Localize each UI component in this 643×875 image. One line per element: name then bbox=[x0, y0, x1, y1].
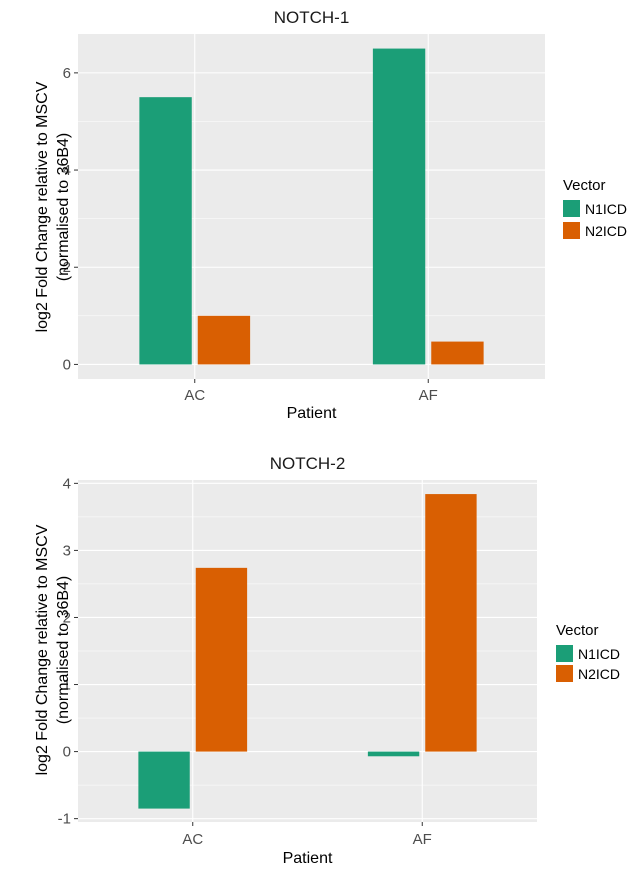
y-axis-title: log2 Fold Change relative to MSCV bbox=[34, 81, 51, 332]
x-axis-title: Patient bbox=[287, 405, 337, 422]
y-axis-subtitle: (normalised to 36B4) bbox=[55, 576, 72, 725]
bar-n1icd-af bbox=[372, 48, 426, 365]
legend-label-n2icd: N2ICD bbox=[585, 223, 627, 239]
bar-n2icd-af bbox=[425, 494, 477, 752]
y-tick-label: 3 bbox=[63, 542, 71, 559]
x-axis-title: Patient bbox=[283, 850, 333, 867]
x-tick-label: AC bbox=[184, 387, 205, 404]
legend-swatch-n1icd bbox=[556, 645, 573, 662]
legend-swatch-n2icd bbox=[563, 222, 580, 239]
y-tick-label: 4 bbox=[63, 475, 71, 492]
bar-n2icd-ac bbox=[195, 567, 248, 752]
chart-panel-1: 0 2 4 6 AC AF NOTCH-1 Patient log2 Fold Change r… bbox=[34, 8, 627, 422]
y-axis-title: log2 Fold Change relative to MSCV bbox=[34, 524, 51, 775]
chart-panel-2: -1 0 1 2 3 4 AC AF NOTCH-2 Patient log2 Fold Chang… bbox=[34, 454, 620, 867]
y-tick-label: 2 bbox=[63, 609, 71, 626]
legend-label-n1icd: N1ICD bbox=[578, 646, 620, 662]
legend-label-n1icd: N1ICD bbox=[585, 201, 627, 217]
y-tick-label: 1 bbox=[63, 677, 71, 694]
legend-label-n2icd: N2ICD bbox=[578, 666, 620, 682]
legend: Vector N1ICD N2ICD bbox=[563, 177, 627, 239]
y-tick-label: 4 bbox=[63, 162, 71, 179]
x-tick-label: AF bbox=[413, 831, 432, 848]
y-tick-label: 0 bbox=[63, 744, 71, 761]
bar-n2icd-af bbox=[431, 341, 484, 365]
chart-title: NOTCH-1 bbox=[274, 8, 350, 27]
y-tick-label: 2 bbox=[63, 259, 71, 276]
chart-title: NOTCH-2 bbox=[270, 454, 346, 473]
y-tick-label: 6 bbox=[63, 65, 71, 82]
legend-swatch-n2icd bbox=[556, 665, 573, 682]
bar-n1icd-af bbox=[367, 751, 420, 757]
bar-n1icd-ac bbox=[139, 97, 192, 365]
x-tick-label: AC bbox=[182, 831, 203, 848]
y-tick-label: 0 bbox=[63, 356, 71, 373]
legend-swatch-n1icd bbox=[563, 200, 580, 217]
legend: Vector N1ICD N2ICD bbox=[556, 622, 620, 682]
bar-n2icd-ac bbox=[197, 315, 251, 365]
legend-title: Vector bbox=[563, 177, 606, 194]
legend-title: Vector bbox=[556, 622, 599, 639]
bar-n1icd-ac bbox=[138, 751, 190, 809]
x-tick-label: AF bbox=[419, 387, 438, 404]
y-axis-subtitle: (normalised to 36B4) bbox=[55, 133, 72, 282]
y-tick-label: -1 bbox=[58, 811, 71, 828]
